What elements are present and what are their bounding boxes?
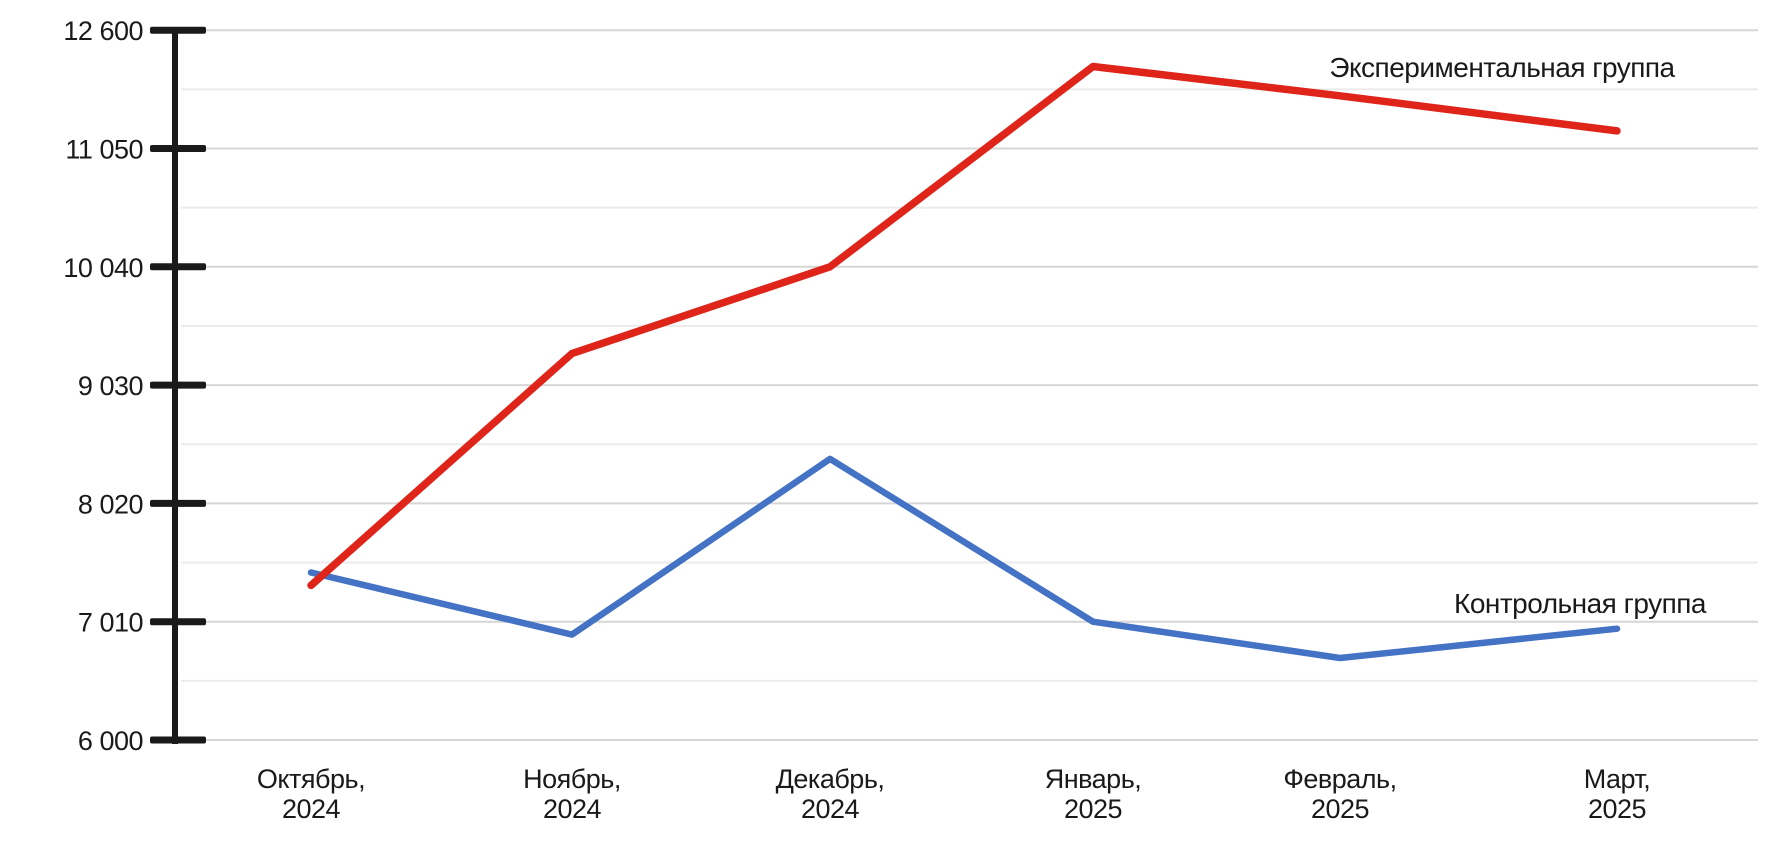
- y-axis-tick-label: 8 020: [78, 489, 143, 519]
- y-axis-tick-label: 6 000: [78, 726, 143, 756]
- x-axis-label-month: Декабрь,: [776, 764, 885, 794]
- y-axis-tick-label: 7 010: [78, 608, 143, 638]
- x-axis-label-month: Ноябрь,: [523, 764, 621, 794]
- x-axis-label-month: Октябрь,: [257, 764, 365, 794]
- x-axis-label-year: 2024: [801, 794, 860, 824]
- y-axis-tick-mark: [150, 499, 206, 507]
- y-axis-tick-mark: [150, 145, 206, 152]
- gridlines-layer: [181, 29, 1758, 741]
- y-axis-tick-label: 9 030: [78, 371, 143, 401]
- y-axis-tick-mark: [150, 381, 206, 389]
- y-axis-tick-label: 11 050: [65, 135, 143, 165]
- x-axis-label-month: Февраль,: [1283, 764, 1396, 794]
- y-axis-tick-mark: [150, 618, 206, 626]
- y-axis-tick-label: 12 600: [63, 16, 143, 46]
- y-axis-tick-mark: [150, 263, 206, 271]
- x-axis-label-month: Март,: [1584, 764, 1651, 794]
- x-axis-label-month: Январь,: [1045, 764, 1142, 794]
- series-line-control-group: [307, 455, 1621, 662]
- series-line-experimental-group: [307, 62, 1621, 590]
- y-axis-tick-mark: [150, 26, 206, 34]
- x-axis-label-year: 2024: [282, 794, 341, 824]
- x-axis-label-year: 2024: [543, 794, 602, 824]
- series-label-experimental-group: Экспериментальная группа: [1329, 52, 1675, 83]
- y-axis-layer: [150, 26, 206, 744]
- series-lines-layer: [307, 62, 1621, 662]
- x-axis-label-year: 2025: [1311, 794, 1369, 824]
- y-axis-tick-mark: [150, 736, 206, 744]
- x-axis-label-year: 2025: [1588, 794, 1646, 824]
- series-label-control-group: Контрольная группа: [1454, 588, 1707, 619]
- x-axis-label-year: 2025: [1064, 794, 1122, 824]
- axis-labels-layer: 6 000 7 010 8 020 9 030 10 040 11 050 12 600 Ок…: [63, 16, 1650, 824]
- y-axis-tick-label: 10 040: [63, 253, 143, 283]
